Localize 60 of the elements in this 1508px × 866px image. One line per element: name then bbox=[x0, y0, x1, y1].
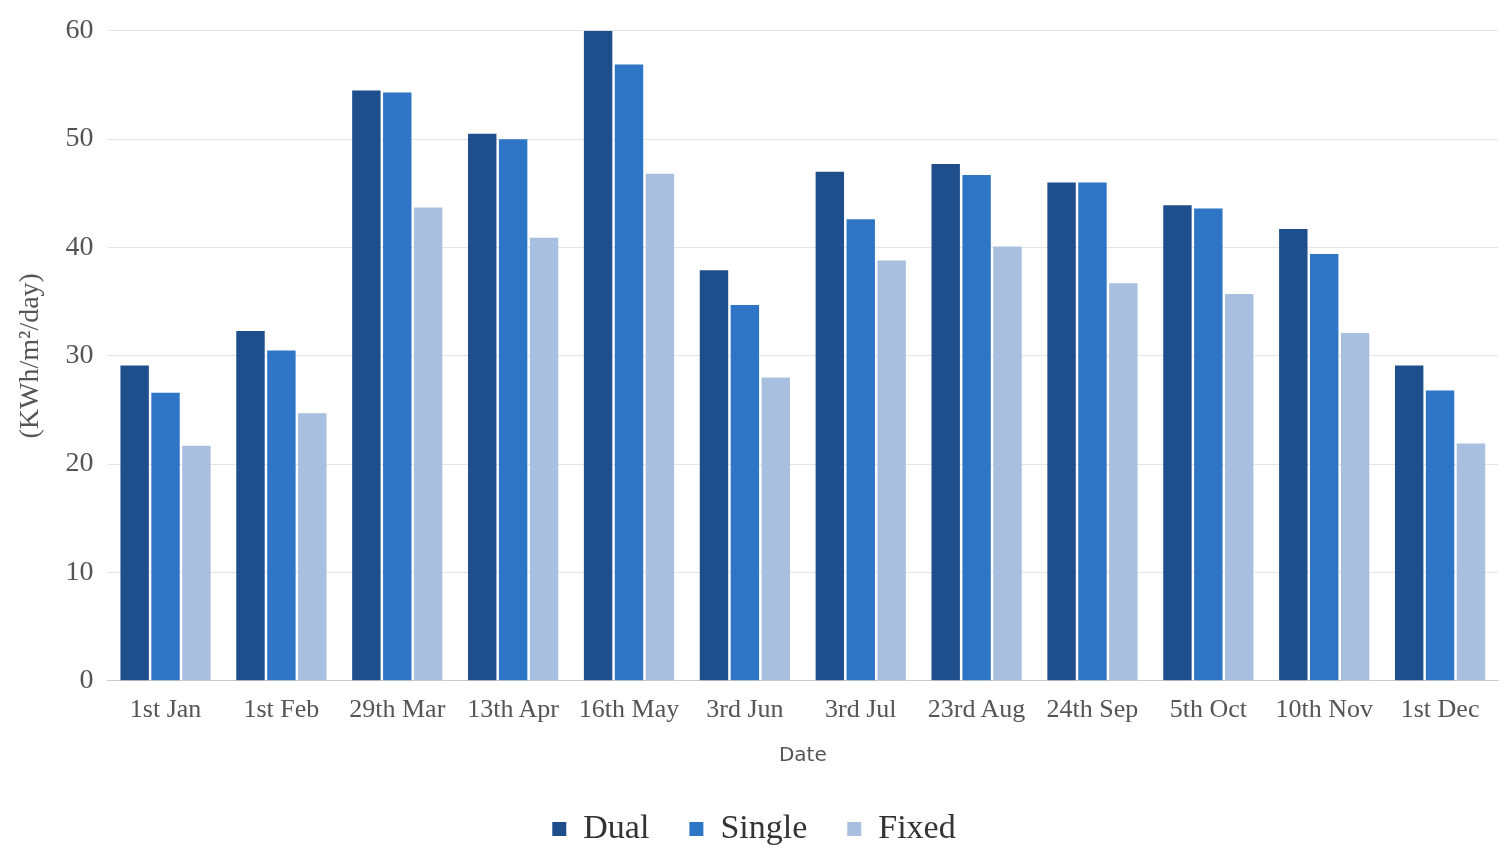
bar bbox=[468, 133, 497, 681]
bar bbox=[1394, 365, 1424, 681]
bar bbox=[352, 90, 381, 681]
bar bbox=[120, 365, 149, 681]
y-tick-label: 0 bbox=[79, 663, 94, 695]
bar bbox=[236, 330, 265, 681]
bar bbox=[1109, 283, 1138, 681]
y-tick-label: 30 bbox=[65, 338, 94, 370]
bar bbox=[267, 350, 296, 681]
bar bbox=[383, 92, 412, 681]
x-tick-label: 1st Dec bbox=[1400, 694, 1480, 724]
bar bbox=[413, 207, 443, 681]
bar bbox=[182, 445, 211, 681]
x-tick-label: 23rd Aug bbox=[927, 694, 1026, 724]
y-tick-label: 60 bbox=[65, 13, 94, 45]
bar bbox=[1279, 229, 1308, 681]
legend-label: Dual bbox=[583, 807, 650, 845]
y-axis-title: (KWh/m²/day) bbox=[13, 273, 45, 439]
bar bbox=[1456, 443, 1486, 681]
legend-label: Single bbox=[720, 807, 808, 845]
bar bbox=[1194, 208, 1223, 681]
y-tick-label: 10 bbox=[65, 554, 94, 586]
y-tick-label: 40 bbox=[65, 229, 94, 261]
bar bbox=[498, 139, 528, 681]
bar bbox=[1078, 182, 1107, 681]
bar bbox=[962, 174, 991, 681]
bar bbox=[993, 246, 1022, 681]
bar bbox=[1425, 390, 1455, 681]
bar bbox=[529, 237, 559, 681]
bar bbox=[931, 164, 960, 681]
bar bbox=[815, 171, 845, 681]
bar bbox=[1340, 333, 1370, 681]
x-tick-label: 24th Sep bbox=[1046, 694, 1139, 724]
bar bbox=[298, 413, 327, 681]
x-tick-label: 3rd Jun bbox=[706, 694, 784, 724]
legend-label: Fixed bbox=[878, 807, 956, 845]
x-tick-label: 29th Mar bbox=[349, 694, 446, 724]
bar bbox=[1163, 205, 1192, 681]
bar bbox=[614, 64, 644, 681]
y-tick-label: 20 bbox=[65, 446, 94, 478]
x-tick-label: 16th May bbox=[578, 694, 680, 724]
bar bbox=[1309, 253, 1339, 681]
x-axis-title: Date bbox=[778, 742, 827, 767]
x-tick-label: 10th Nov bbox=[1275, 694, 1373, 724]
bar bbox=[699, 270, 729, 681]
x-tick-label: 5th Oct bbox=[1169, 694, 1248, 724]
x-tick-label: 3rd Jul bbox=[824, 694, 897, 724]
x-tick-label: 1st Feb bbox=[243, 694, 320, 724]
bar bbox=[877, 260, 906, 681]
y-tick-label: 50 bbox=[65, 121, 94, 153]
bar bbox=[645, 173, 675, 681]
bar bbox=[583, 30, 613, 681]
x-tick-label: 13th Apr bbox=[467, 694, 560, 724]
bar bbox=[1047, 182, 1076, 681]
bar bbox=[730, 304, 760, 681]
x-tick-label: 1st Jan bbox=[129, 694, 202, 724]
bar bbox=[151, 392, 180, 681]
bar bbox=[1225, 294, 1254, 681]
bar bbox=[846, 219, 875, 681]
bar bbox=[761, 377, 790, 681]
